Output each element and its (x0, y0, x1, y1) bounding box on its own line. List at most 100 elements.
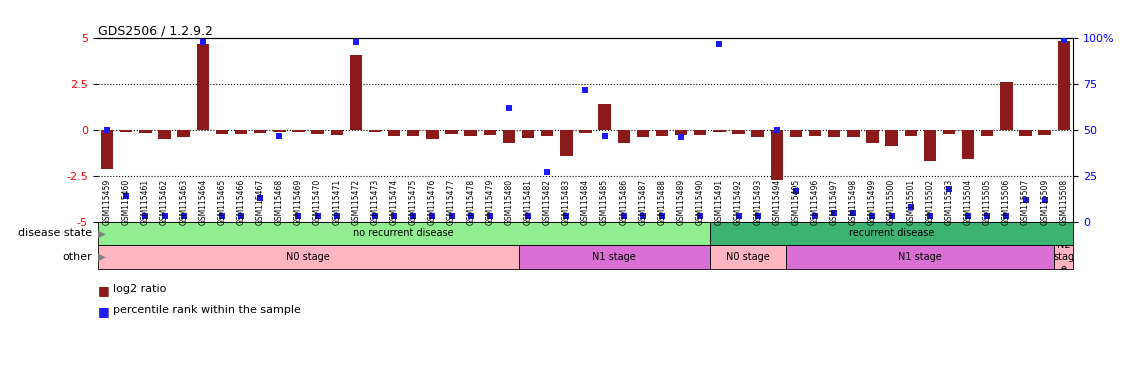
Bar (408, 130, 419, 136)
Text: GSM115459: GSM115459 (102, 179, 111, 225)
Bar (235, 130, 247, 134)
Point (576, 87, 595, 93)
Bar (786, 245, 1054, 269)
Text: no recurrent disease: no recurrent disease (354, 228, 453, 238)
Point (748, 213, 767, 219)
Point (461, 213, 480, 219)
Point (117, 193, 135, 199)
Text: GSM115492: GSM115492 (734, 179, 743, 225)
Bar (828, 130, 840, 137)
Bar (847, 130, 860, 137)
Point (442, 213, 460, 219)
Text: N0 stage: N0 stage (286, 252, 329, 262)
Text: GSM115505: GSM115505 (983, 179, 992, 225)
Bar (905, 130, 917, 136)
Text: GSM115460: GSM115460 (122, 179, 131, 225)
Point (634, 213, 652, 219)
Point (921, 213, 939, 219)
Point (825, 209, 844, 215)
Bar (273, 130, 286, 132)
Point (212, 213, 231, 219)
Bar (139, 130, 152, 133)
Text: GSM115462: GSM115462 (160, 179, 169, 225)
Bar (809, 130, 821, 136)
Point (1016, 197, 1034, 203)
Bar (713, 130, 726, 132)
Text: log2 ratio: log2 ratio (113, 284, 165, 294)
Bar (98, 245, 519, 269)
Text: GSM115494: GSM115494 (773, 179, 782, 225)
Text: GSM115471: GSM115471 (332, 179, 341, 225)
Text: N1 stage: N1 stage (592, 252, 636, 262)
Bar (445, 130, 458, 134)
Text: GSM115496: GSM115496 (810, 179, 820, 225)
Text: GSM115487: GSM115487 (638, 179, 647, 225)
Text: GSM115491: GSM115491 (715, 179, 724, 225)
Text: GSM115470: GSM115470 (313, 179, 323, 225)
Text: GSM115503: GSM115503 (945, 179, 954, 225)
Bar (519, 245, 709, 269)
Point (978, 213, 996, 219)
Text: GSM115499: GSM115499 (868, 179, 877, 225)
Text: GSM115479: GSM115479 (486, 179, 495, 225)
Point (672, 134, 690, 141)
Bar (331, 130, 343, 135)
Text: GSM115482: GSM115482 (543, 179, 552, 225)
Point (194, 39, 212, 45)
Bar (770, 130, 783, 180)
Text: GSM115467: GSM115467 (256, 179, 265, 225)
Point (309, 213, 327, 219)
Bar (885, 130, 898, 146)
Text: ■: ■ (98, 284, 109, 297)
Bar (465, 130, 476, 136)
Bar (962, 130, 975, 159)
Bar (426, 130, 439, 139)
Text: ▶: ▶ (95, 252, 106, 262)
Text: GSM115464: GSM115464 (199, 179, 208, 225)
Bar (293, 130, 304, 132)
Point (538, 169, 557, 175)
Bar (196, 44, 209, 130)
Bar (656, 130, 668, 136)
Point (729, 213, 747, 219)
Bar (598, 104, 611, 130)
Text: GSM115465: GSM115465 (217, 179, 226, 225)
Point (711, 41, 729, 47)
Point (768, 127, 786, 133)
Bar (924, 130, 936, 161)
Bar (216, 130, 228, 134)
Text: GSM115461: GSM115461 (141, 179, 150, 225)
Bar (1019, 130, 1032, 136)
Text: GSM115498: GSM115498 (848, 179, 858, 225)
Bar (388, 130, 401, 136)
Bar (867, 130, 878, 143)
Point (653, 213, 672, 219)
Bar (522, 130, 534, 138)
Text: N0 stage: N0 stage (727, 252, 770, 262)
Text: GSM115485: GSM115485 (600, 179, 610, 225)
Bar (369, 130, 381, 132)
Bar (350, 55, 362, 130)
Point (232, 213, 250, 219)
Point (289, 213, 308, 219)
Text: GSM115473: GSM115473 (371, 179, 380, 225)
Point (327, 213, 346, 219)
Bar (158, 130, 171, 139)
Point (806, 213, 824, 219)
Point (786, 187, 805, 194)
Point (691, 213, 709, 219)
Text: GSM115489: GSM115489 (676, 179, 685, 225)
Text: GSM115484: GSM115484 (581, 179, 590, 225)
Text: GSM115486: GSM115486 (619, 179, 628, 225)
Bar (560, 130, 573, 156)
Text: percentile rank within the sample: percentile rank within the sample (113, 305, 301, 315)
Text: GSM115500: GSM115500 (887, 179, 897, 225)
Text: GSM115481: GSM115481 (523, 179, 533, 225)
Bar (709, 245, 786, 269)
Text: GSM115493: GSM115493 (753, 179, 762, 225)
Text: GSM115480: GSM115480 (504, 179, 513, 225)
Text: recurrent disease: recurrent disease (848, 228, 934, 238)
Text: GSM115468: GSM115468 (274, 179, 284, 225)
Point (155, 213, 173, 219)
Bar (1054, 245, 1073, 269)
